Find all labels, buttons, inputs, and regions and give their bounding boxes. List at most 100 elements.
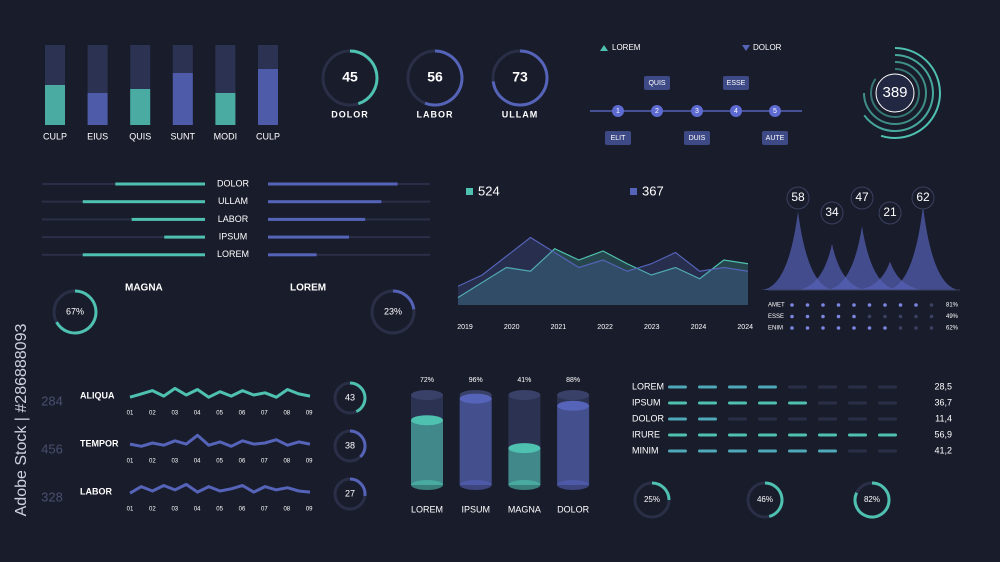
dash — [878, 449, 897, 453]
dash — [878, 417, 897, 421]
wave-donut-arc — [349, 381, 367, 413]
donut-label: 46% — [757, 495, 773, 504]
dash — [848, 417, 867, 421]
x-tick-label: 2024 — [691, 324, 707, 331]
row-dot — [929, 326, 934, 330]
dash — [758, 433, 777, 437]
dash — [878, 401, 897, 405]
wave-line — [129, 386, 311, 399]
hbar-left — [82, 253, 205, 257]
row-dot — [805, 326, 810, 330]
x-tick-label: 2019 — [457, 324, 473, 331]
cylinder-label: IPSUM — [461, 504, 490, 514]
wave-x-label: 02 — [149, 507, 156, 513]
wave-x-label: 01 — [127, 411, 134, 417]
wave-x-label: 09 — [306, 507, 313, 513]
wave-x-label: 04 — [194, 411, 201, 417]
cylinder-level — [459, 393, 492, 404]
radial-core — [875, 73, 915, 113]
dash — [878, 433, 897, 437]
dash — [758, 417, 777, 421]
mountain-value: 21 — [883, 205, 897, 219]
row-dot — [836, 314, 841, 319]
x-tick-label: 2021 — [551, 324, 567, 331]
side-number: 284 — [41, 393, 63, 408]
wave-x-label: 07 — [261, 507, 268, 513]
timeline-step: 4 — [734, 108, 738, 115]
row-dot — [821, 303, 825, 307]
row-dot — [898, 326, 903, 330]
wave-label: LABOR — [80, 486, 112, 496]
cylinder-top — [508, 390, 541, 400]
gauge-value: 45 — [342, 69, 358, 85]
timeline-step: 5 — [773, 108, 777, 115]
row-dot — [790, 326, 794, 330]
row-dot — [867, 303, 872, 307]
wave-x-label: 03 — [171, 507, 178, 513]
mountain-badge — [878, 201, 902, 225]
legend-label: LOREM — [612, 43, 641, 52]
row-label: AMET — [768, 303, 785, 309]
wave-x-label: 06 — [239, 459, 246, 465]
mountain-badge — [786, 186, 810, 210]
donut-label: 82% — [864, 495, 880, 504]
cylinder-bottom — [459, 480, 492, 490]
donut-title: MAGNA — [125, 283, 163, 294]
mountain-value: 58 — [791, 190, 805, 204]
wave-x-label: 08 — [283, 459, 290, 465]
row-dot — [836, 326, 841, 330]
wave-donut-arc — [349, 429, 367, 459]
mountain — [760, 211, 836, 290]
side-number: 456 — [41, 441, 63, 456]
timeline-tag-label: ELIT — [611, 135, 627, 142]
timeline-tag — [723, 76, 749, 90]
donut-label: 25% — [644, 495, 660, 504]
dash-value: 11,4 — [935, 413, 952, 423]
wave-x-label: 05 — [216, 507, 223, 513]
wave-x-label: 06 — [239, 507, 246, 513]
watermark: Adobe Stock | #286888093 — [13, 324, 30, 517]
timeline-node — [769, 105, 781, 117]
donut-arc — [392, 289, 416, 310]
dash — [818, 417, 837, 421]
wave-x-label: 06 — [239, 411, 246, 417]
cylinder-level — [411, 415, 443, 426]
wave-x-label: 04 — [194, 507, 201, 513]
x-tick-label: 2023 — [644, 324, 660, 331]
mountain — [794, 243, 870, 290]
mountain-badge — [911, 186, 935, 210]
radial-value: 389 — [882, 84, 907, 101]
cylinder-level — [508, 443, 541, 454]
legend-up — [600, 45, 608, 51]
wave-x-label: 04 — [194, 459, 201, 465]
radial-ring — [870, 68, 920, 118]
mountain — [824, 226, 900, 290]
row-dot — [852, 314, 856, 319]
mountain — [885, 205, 961, 290]
gauge-label: ULLAM — [502, 109, 539, 119]
dash — [668, 417, 687, 421]
level-fill — [258, 69, 278, 125]
mountain-value: 47 — [855, 190, 869, 204]
legend-label: 524 — [478, 183, 500, 198]
timeline-step: 3 — [695, 108, 699, 115]
mountain — [852, 261, 928, 290]
hbar-left — [82, 200, 205, 204]
level-fill — [172, 73, 193, 125]
wave-x-label: 08 — [283, 411, 290, 417]
timeline-tag — [762, 131, 788, 145]
level-label: CULP — [256, 131, 280, 141]
x-tick-label: 2022 — [597, 324, 613, 331]
row-dot — [898, 303, 903, 307]
cylinder-label: DOLOR — [557, 504, 590, 514]
row-value: 62% — [946, 326, 959, 332]
area-line — [457, 248, 749, 299]
wave-label: TEMPOR — [80, 438, 119, 448]
donut-arc — [55, 289, 98, 335]
wave-x-label: 05 — [216, 411, 223, 417]
dash — [758, 401, 777, 405]
row-dot — [898, 314, 903, 319]
row-dot — [867, 326, 872, 330]
donut-arc — [651, 481, 671, 501]
